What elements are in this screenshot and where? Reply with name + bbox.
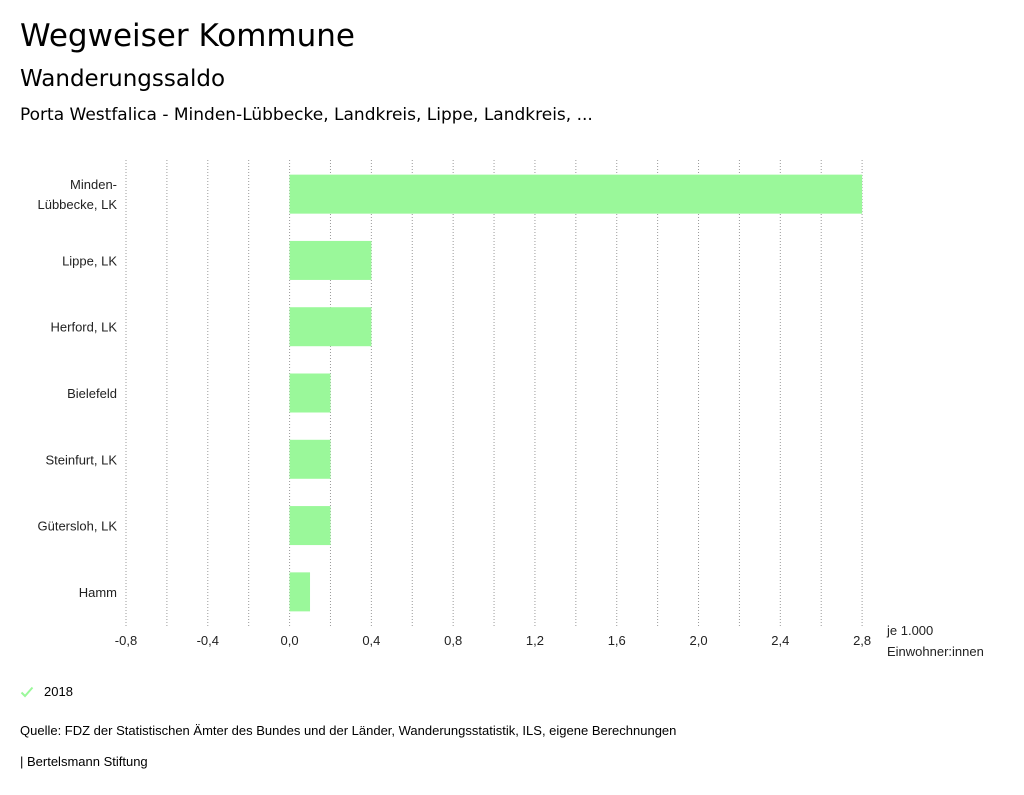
x-tick-label: 1,6 [608, 633, 626, 648]
page-title: Wegweiser Kommune [20, 18, 355, 54]
bar [289, 174, 863, 214]
x-tick-label: 0,8 [444, 633, 462, 648]
chart-context: Porta Westfalica - Minden-Lübbecke, Land… [20, 105, 593, 125]
category-label: Lübbecke, LK [37, 197, 117, 212]
x-tick-label: -0,4 [197, 633, 219, 648]
bar [289, 240, 372, 280]
bar [289, 506, 331, 546]
category-label: Hamm [79, 585, 117, 600]
x-tick-label: 1,2 [526, 633, 544, 648]
x-tick-label: 2,0 [689, 633, 707, 648]
bar [289, 439, 331, 479]
bar [289, 307, 372, 347]
x-tick-label: 0,4 [362, 633, 380, 648]
x-tick-label: 0,0 [281, 633, 299, 648]
bar-chart: Minden- Lübbecke, LK Lippe, LK Herford, LK B… [37, 160, 984, 659]
category-label: Steinfurt, LK [45, 452, 117, 467]
chart-subtitle: Wanderungssaldo [20, 66, 226, 92]
x-tick-label: 2,4 [771, 633, 789, 648]
source-note: Quelle: FDZ der Statistischen Ämter des … [20, 723, 677, 738]
bar [289, 572, 311, 612]
legend[interactable]: 2018 [20, 684, 73, 699]
x-axis-label: je 1.000 [886, 623, 933, 638]
bar [289, 373, 331, 413]
x-tick-label: 2,8 [853, 633, 871, 648]
brand-note: | Bertelsmann Stiftung [20, 754, 148, 769]
x-tick-label: -0,8 [115, 633, 137, 648]
category-label: Minden- [70, 177, 117, 192]
legend-label: 2018 [44, 684, 73, 699]
category-label: Gütersloh, LK [38, 519, 118, 534]
x-axis-label: Einwohner:innen [887, 644, 984, 659]
category-label: Bielefeld [67, 386, 117, 401]
check-icon [20, 686, 34, 697]
category-label: Lippe, LK [62, 253, 117, 268]
category-label: Herford, LK [51, 320, 118, 335]
